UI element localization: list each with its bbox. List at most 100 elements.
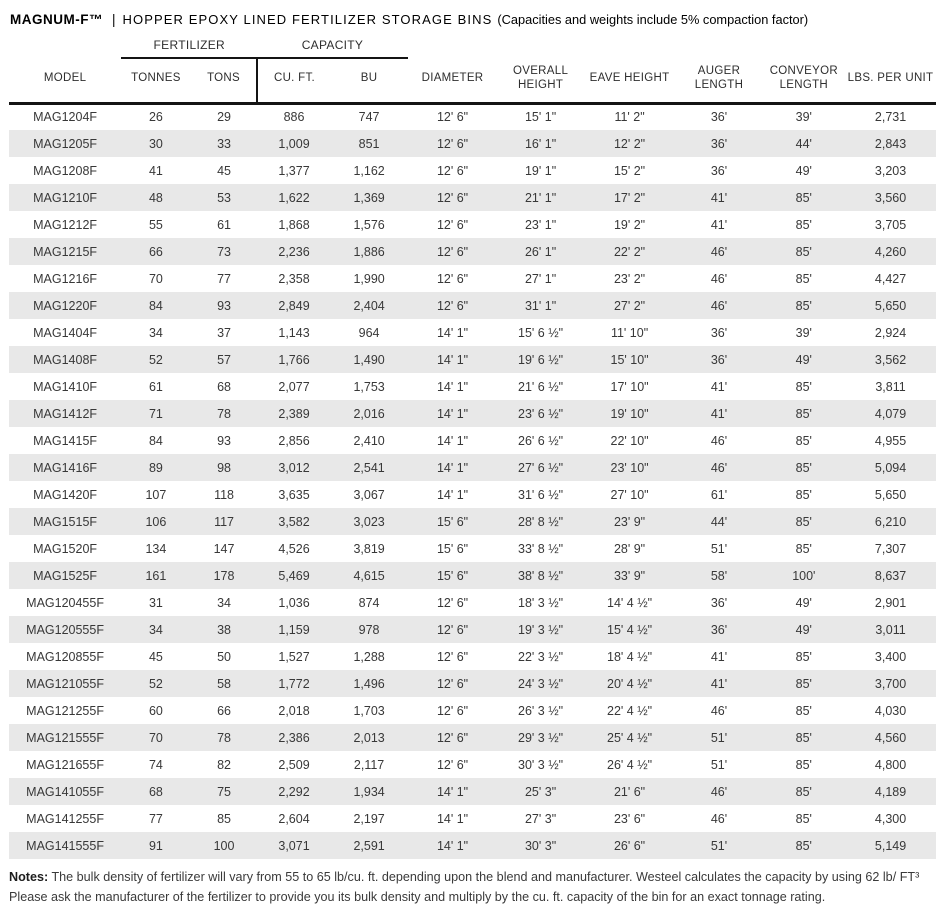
cell-bu: 1,753 [353, 379, 385, 394]
cell-conveyor-length: 85' [795, 433, 812, 448]
cell-overall-height: 19' 6 ½" [518, 352, 564, 367]
cell-lbs-per-unit: 4,079 [874, 406, 907, 421]
cell-tons: 53 [217, 190, 231, 205]
cell-eave-height: 26' 6" [613, 838, 646, 853]
table-body: MAG1204F 26 29 886 747 12' 6" 15' 1" 11'… [9, 103, 936, 860]
cell-model: MAG141555F [26, 838, 104, 853]
cell-overall-height: 19' 3 ½" [518, 622, 564, 637]
cell-model: MAG121655F [26, 757, 104, 772]
cell-eave-height: 23' 9" [613, 514, 646, 529]
cell-cu-ft: 3,071 [278, 838, 310, 853]
cell-tonnes: 71 [148, 406, 163, 421]
cell-overall-height: 25' 3" [524, 784, 557, 799]
cell-conveyor-length: 85' [795, 838, 812, 853]
cell-overall-height: 24' 3 ½" [518, 676, 564, 691]
cell-bu: 3,819 [353, 541, 385, 556]
cell-lbs-per-unit: 3,203 [874, 163, 907, 178]
cell-eave-height: 15' 10" [610, 352, 649, 367]
cell-lbs-per-unit: 5,650 [874, 487, 907, 502]
cell-eave-height: 27' 2" [613, 298, 646, 313]
notes: Notes: The bulk density of fertilizer wi… [9, 868, 936, 907]
cell-cu-ft: 2,509 [278, 757, 310, 772]
cell-model: MAG120555F [26, 622, 104, 637]
cell-overall-height: 30' 3" [524, 838, 557, 853]
table-header: FERTILIZER CAPACITY MODEL TONNES TONS CU… [9, 36, 936, 105]
table-row: MAG1204F 26 29 886 747 12' 6" 15' 1" 11'… [9, 103, 936, 130]
cell-bu: 1,162 [353, 163, 385, 178]
cell-tonnes: 52 [148, 676, 163, 691]
cell-tonnes: 60 [148, 703, 163, 718]
notes-line-2: Please ask the manufacturer of the ferti… [9, 889, 826, 904]
cell-conveyor-length: 85' [795, 676, 812, 691]
cell-auger-length: 51' [710, 838, 728, 853]
cell-model: MAG1410F [33, 379, 98, 394]
cell-overall-height: 16' 1" [524, 136, 557, 151]
cell-conveyor-length: 85' [795, 217, 812, 232]
cell-tons: 37 [217, 325, 231, 340]
cell-overall-height: 21' 1" [524, 190, 557, 205]
cell-diameter: 12' 6" [436, 649, 469, 664]
cell-overall-height: 27' 1" [524, 271, 557, 286]
cell-overall-height: 27' 6 ½" [518, 460, 564, 475]
cell-eave-height: 11' 10" [610, 325, 649, 340]
cell-eave-height: 15' 2" [613, 163, 646, 178]
table-row: MAG121655F 74 82 2,509 2,117 12' 6" 30' … [9, 751, 936, 778]
cell-conveyor-length: 85' [795, 406, 812, 421]
cell-diameter: 12' 6" [436, 595, 469, 610]
cell-model: MAG121255F [26, 703, 104, 718]
column-header-model: MODEL [9, 58, 122, 105]
column-header-cu-ft: CU. FT. [256, 58, 331, 105]
cell-conveyor-length: 85' [795, 811, 812, 826]
cell-auger-length: 36' [710, 595, 728, 610]
cell-lbs-per-unit: 4,189 [874, 784, 907, 799]
cell-bu: 2,591 [353, 838, 385, 853]
column-header-diameter: DIAMETER [407, 58, 498, 105]
title-separator: | [111, 12, 116, 27]
cell-lbs-per-unit: 4,800 [874, 757, 907, 772]
cell-conveyor-length: 85' [795, 460, 812, 475]
table-row: MAG1220F 84 93 2,849 2,404 12' 6" 31' 1"… [9, 292, 936, 320]
cell-eave-height: 28' 9" [613, 541, 646, 556]
cell-tons: 93 [217, 298, 231, 313]
cell-tons: 73 [217, 244, 231, 259]
cell-model: MAG1210F [33, 190, 98, 205]
cell-diameter: 12' 6" [436, 217, 469, 232]
cell-conveyor-length: 100' [792, 568, 816, 583]
cell-eave-height: 11' 2" [614, 110, 645, 125]
cell-eave-height: 17' 10" [610, 379, 649, 394]
cell-tons: 58 [217, 676, 231, 691]
table-row: MAG1215F 66 73 2,236 1,886 12' 6" 26' 1"… [9, 238, 936, 266]
cell-lbs-per-unit: 2,924 [874, 325, 907, 340]
cell-tons: 50 [217, 649, 231, 664]
cell-auger-length: 36' [710, 325, 728, 340]
cell-cu-ft: 2,849 [278, 298, 310, 313]
cell-lbs-per-unit: 4,955 [874, 433, 907, 448]
cell-tons: 75 [217, 784, 231, 799]
cell-conveyor-length: 49' [795, 352, 812, 367]
cell-eave-height: 22' 10" [610, 433, 649, 448]
cell-lbs-per-unit: 4,300 [874, 811, 907, 826]
cell-bu: 2,013 [353, 730, 385, 745]
cell-diameter: 14' 1" [436, 379, 469, 394]
cell-conveyor-length: 49' [795, 595, 812, 610]
cell-tonnes: 26 [148, 110, 163, 125]
cell-eave-height: 20' 4 ½" [607, 676, 653, 691]
cell-bu: 2,197 [353, 811, 385, 826]
cell-eave-height: 14' 4 ½" [607, 595, 653, 610]
cell-diameter: 12' 6" [436, 703, 469, 718]
brand-name: MAGNUM-F™ [10, 12, 103, 27]
cell-bu: 747 [358, 110, 380, 125]
cell-tonnes: 30 [148, 136, 163, 151]
column-header-overall-height: OVERALL HEIGHT [497, 58, 584, 105]
cell-conveyor-length: 85' [795, 298, 812, 313]
cell-tons: 85 [217, 811, 231, 826]
cell-eave-height: 22' 4 ½" [607, 703, 653, 718]
table-row: MAG1212F 55 61 1,868 1,576 12' 6" 23' 1"… [9, 211, 936, 238]
cell-model: MAG1212F [33, 217, 98, 232]
cell-tons: 78 [217, 730, 231, 745]
cell-eave-height: 12' 2" [613, 136, 646, 151]
cell-tonnes: 68 [148, 784, 163, 799]
column-header-tonnes: TONNES [121, 58, 191, 105]
cell-cu-ft: 2,358 [278, 271, 310, 286]
cell-model: MAG1525F [33, 568, 98, 583]
